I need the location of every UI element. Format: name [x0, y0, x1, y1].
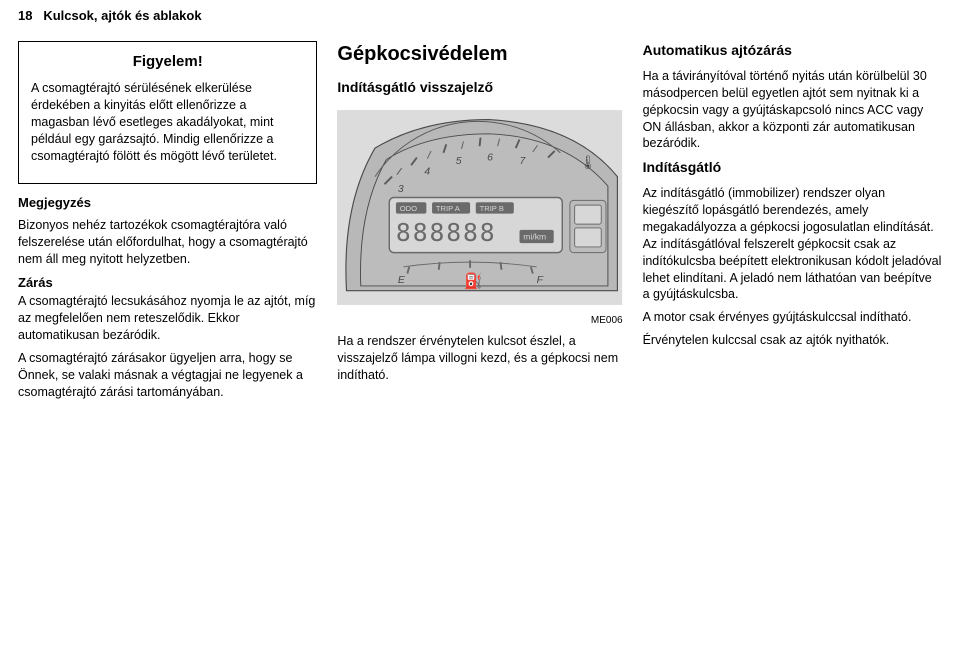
immobilizer-text-1: Az indításgátló (immobilizer) rendszer o…	[643, 185, 942, 303]
column-right: Automatikus ajtózárás Ha a távirányítóva…	[643, 41, 942, 641]
indicator-cell-2	[575, 228, 602, 247]
page-number: 18	[18, 8, 32, 23]
indicator-cell-1	[575, 205, 602, 224]
tach-3: 3	[398, 184, 404, 195]
tripb-label: TRIP B	[480, 204, 504, 213]
immobilizer-text-3: Érvénytelen kulccsal csak az ajtók nyith…	[643, 332, 942, 349]
warning-text: A csomagtérajtó sérülésének elkerülése é…	[31, 80, 304, 164]
auto-lock-heading: Automatikus ajtózárás	[643, 41, 942, 60]
unit-label: mi/km	[524, 231, 547, 241]
close-text-2: A csomagtérajtó zárásakor ügyeljen arra,…	[18, 350, 317, 401]
fuel-f: F	[537, 275, 544, 286]
odo-digits: 888888	[396, 218, 497, 247]
figure-caption: ME006	[337, 314, 622, 328]
note-text: Bizonyos nehéz tartozékok csomagtérajtór…	[18, 217, 317, 268]
fuel-pump-icon: ⛽	[465, 272, 484, 290]
close-heading: Zárás	[18, 274, 317, 292]
content-columns: Figyelem! A csomagtérajtó sérülésének el…	[18, 41, 942, 641]
odo-label: ODO	[400, 204, 417, 213]
dashboard-illustration: 3 4 5 6 7 🌡 ODO TRIP A TRIP B 888	[337, 105, 622, 310]
vehicle-protection-heading: Gépkocsivédelem	[337, 41, 622, 68]
column-middle: Gépkocsivédelem Indításgátló visszajelző	[337, 41, 622, 641]
page-header: 18 Kulcsok, ajtók és ablakok	[18, 8, 942, 23]
manual-page: 18 Kulcsok, ajtók és ablakok Figyelem! A…	[0, 0, 960, 659]
tach-6: 6	[488, 152, 494, 163]
immobilizer-indicator-text: Ha a rendszer érvénytelen kulcsot észlel…	[337, 333, 622, 384]
tripa-label: TRIP A	[436, 204, 461, 213]
section-title: Kulcsok, ajtók és ablakok	[43, 8, 201, 23]
immobilizer-heading: Indításgátló	[643, 158, 942, 177]
column-left: Figyelem! A csomagtérajtó sérülésének el…	[18, 41, 317, 641]
immobilizer-text-2: A motor csak érvényes gyújtáskulccsal in…	[643, 309, 942, 326]
close-text-1: A csomagtérajtó lecsukásához nyomja le a…	[18, 293, 317, 344]
auto-lock-text: Ha a távirányítóval történő nyitás után …	[643, 68, 942, 152]
tach-5: 5	[456, 156, 462, 167]
immobilizer-indicator-heading: Indításgátló visszajelző	[337, 78, 622, 97]
tach-4: 4	[425, 167, 431, 178]
temp-icon: 🌡	[580, 155, 597, 170]
fuel-e: E	[398, 275, 406, 286]
warning-box: Figyelem! A csomagtérajtó sérülésének el…	[18, 41, 317, 184]
note-heading: Megjegyzés	[18, 194, 317, 212]
warning-title: Figyelem!	[31, 52, 304, 72]
